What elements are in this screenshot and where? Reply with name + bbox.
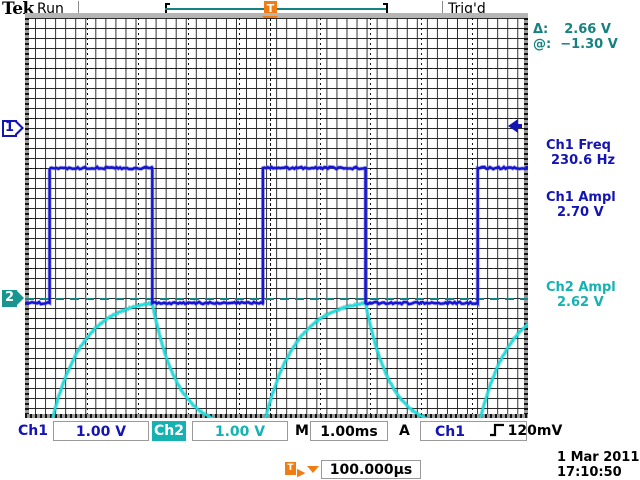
trigger-position-value[interactable]: 100.000µs [321, 460, 421, 479]
trigger-position-triangle-icon [307, 466, 319, 473]
ch2-marker-tip [16, 290, 24, 306]
cursor-at-label: @: [533, 37, 551, 52]
waveform-graticule[interactable] [25, 18, 528, 418]
cursor-delta-label: Δ: [533, 22, 548, 37]
trigger-position-arrow-icon: ▶ [297, 466, 305, 479]
timebase-value[interactable]: 1.00ms [310, 421, 388, 441]
cursor-delta-readout: Δ: 2.66 V [533, 22, 611, 37]
rising-edge-icon[interactable] [489, 423, 505, 437]
trigger-level-value[interactable]: 120mV [505, 421, 565, 441]
trigger-label: A [399, 421, 410, 441]
bottom-settings-bar: Ch1 1.00 V Ch2 1.00 V M 1.00ms A Ch1 120… [0, 421, 640, 445]
channel-2-position-marker[interactable]: 2 [2, 290, 24, 307]
waveform-traces [25, 18, 528, 418]
ch1-trigger-level-arrow-tail [517, 124, 522, 128]
ch2-trace-core [25, 303, 528, 419]
measurement-3-label[interactable]: Ch2 Ampl [546, 280, 616, 295]
timebase-label: M [295, 421, 309, 441]
time-readout: 17:10:50 [557, 465, 622, 480]
measurement-1-value: 230.6 Hz [551, 153, 615, 168]
cursor-at-readout: @: −1.30 V [533, 37, 618, 52]
ch2-label[interactable]: Ch2 [152, 421, 186, 441]
measurement-2-value: 2.70 V [557, 205, 604, 220]
measurement-2-label[interactable]: Ch1 Ampl [546, 190, 616, 205]
ch1-trace [25, 167, 528, 304]
trigger-position-icon: T [285, 462, 296, 475]
cursor-delta-value: 2.66 V [564, 22, 611, 37]
measurement-1-label[interactable]: Ch1 Freq [546, 138, 611, 153]
ch1-marker-label: 1 [5, 120, 14, 136]
ch1-label[interactable]: Ch1 [18, 421, 48, 441]
channel-1-position-marker[interactable]: 1 [2, 120, 24, 137]
date-readout: 1 Mar 2011 [557, 450, 639, 465]
ch2-vertical-scale[interactable]: 1.00 V [192, 421, 288, 441]
ch1-marker-tip-inner [15, 122, 21, 134]
cursor-at-value: −1.30 V [560, 37, 618, 52]
ch2-marker-label: 2 [5, 290, 14, 306]
ch1-trace-core [25, 167, 528, 304]
ch2-trace [25, 303, 528, 419]
measurement-3-value: 2.62 V [557, 295, 604, 310]
ch1-vertical-scale[interactable]: 1.00 V [53, 421, 149, 441]
